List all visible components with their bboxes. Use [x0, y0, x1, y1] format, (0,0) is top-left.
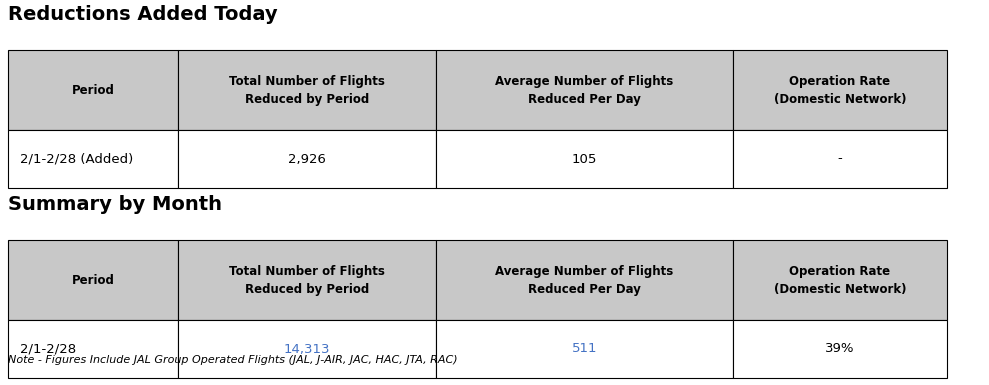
Bar — [436, 240, 733, 320]
Text: Operation Rate
(Domestic Network): Operation Rate (Domestic Network) — [773, 75, 906, 105]
Text: 2,926: 2,926 — [288, 152, 326, 166]
Bar — [8, 130, 178, 188]
Text: 511: 511 — [572, 343, 597, 355]
Bar — [733, 320, 947, 378]
Text: 14,313: 14,313 — [284, 343, 330, 355]
Text: 39%: 39% — [825, 343, 854, 355]
Text: -: - — [838, 152, 843, 166]
Text: Period: Period — [71, 84, 115, 97]
Text: Period: Period — [71, 273, 115, 286]
Text: Note - Figures Include JAL Group Operated Flights (JAL, J-AIR, JAC, HAC, JTA, RA: Note - Figures Include JAL Group Operate… — [8, 355, 458, 365]
Text: Total Number of Flights
Reduced by Period: Total Number of Flights Reduced by Perio… — [229, 75, 385, 105]
Bar — [733, 240, 947, 320]
Bar — [178, 320, 436, 378]
Text: Average Number of Flights
Reduced Per Day: Average Number of Flights Reduced Per Da… — [495, 75, 674, 105]
Text: Reductions Added Today: Reductions Added Today — [8, 5, 278, 24]
Bar — [178, 240, 436, 320]
Bar — [733, 50, 947, 130]
Bar — [8, 240, 178, 320]
Bar — [8, 320, 178, 378]
Text: 105: 105 — [572, 152, 597, 166]
Text: Average Number of Flights
Reduced Per Day: Average Number of Flights Reduced Per Da… — [495, 264, 674, 296]
Text: 2/1-2/28 (Added): 2/1-2/28 (Added) — [20, 152, 134, 166]
Bar — [178, 130, 436, 188]
Text: Summary by Month: Summary by Month — [8, 195, 222, 214]
Text: 2/1-2/28: 2/1-2/28 — [20, 343, 76, 355]
Text: Total Number of Flights
Reduced by Period: Total Number of Flights Reduced by Perio… — [229, 264, 385, 296]
Bar — [178, 50, 436, 130]
Text: Operation Rate
(Domestic Network): Operation Rate (Domestic Network) — [773, 264, 906, 296]
Bar — [436, 130, 733, 188]
Bar — [436, 50, 733, 130]
Bar — [733, 130, 947, 188]
Bar — [436, 320, 733, 378]
Bar — [8, 50, 178, 130]
